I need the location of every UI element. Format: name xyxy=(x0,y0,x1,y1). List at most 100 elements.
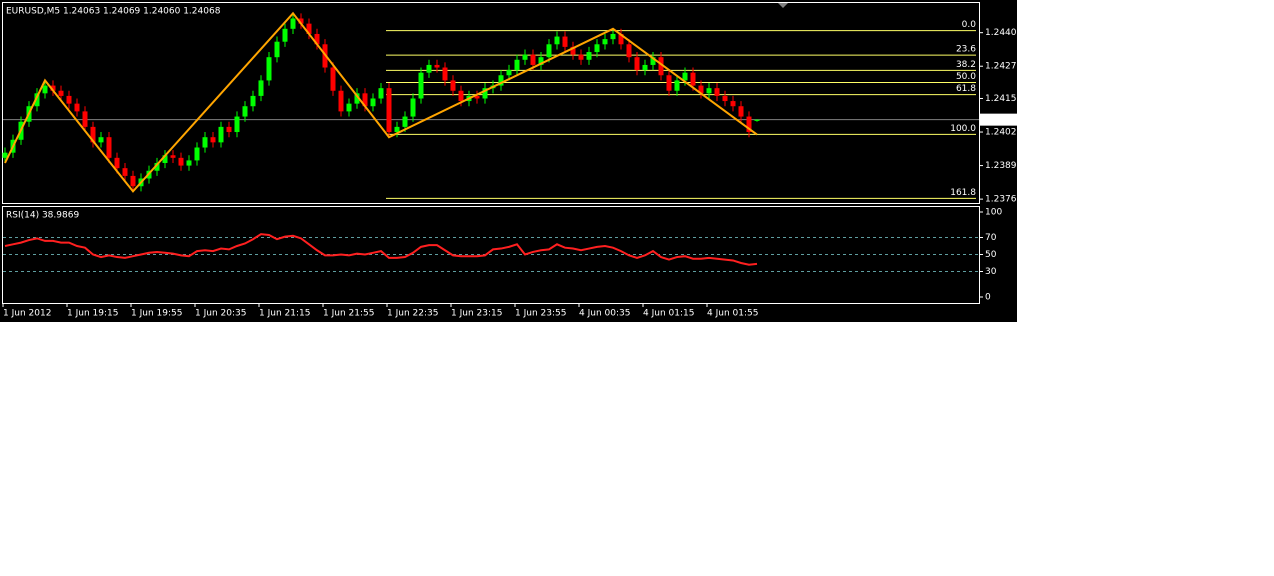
candle-body xyxy=(194,147,200,161)
rsi-title: RSI(14) 38.9869 xyxy=(6,211,79,221)
candle-body xyxy=(266,57,272,81)
y-tick-label: 30 xyxy=(985,267,997,277)
candle-body xyxy=(74,103,80,112)
candle-body xyxy=(538,57,544,65)
rsi-line xyxy=(4,233,758,266)
candle-body xyxy=(402,116,408,127)
candle-body xyxy=(754,119,760,121)
candle-body xyxy=(82,111,88,127)
candle-body xyxy=(458,90,464,102)
candle-body xyxy=(130,175,136,187)
candle-body xyxy=(482,88,488,99)
candle-body xyxy=(578,54,584,60)
candle-body xyxy=(418,72,424,99)
x-tick-label: 1 Jun 20:35 xyxy=(195,309,246,319)
x-tick-label: 1 Jun 22:35 xyxy=(387,309,438,319)
candle-body xyxy=(290,18,296,29)
candle-body xyxy=(474,95,480,99)
candle-body xyxy=(618,33,624,45)
chart-title: EURUSD,M5 1.24063 1.24069 1.24060 1.2406… xyxy=(6,7,221,17)
background xyxy=(0,0,1017,322)
candle-body xyxy=(650,57,656,65)
candle-body xyxy=(338,90,344,112)
fib-label: 100.0 xyxy=(950,124,976,134)
candle-body xyxy=(634,57,640,71)
candle-body xyxy=(410,98,416,117)
candle-body xyxy=(274,41,280,58)
candle-body xyxy=(562,36,568,47)
candle-body xyxy=(314,33,320,45)
zigzag xyxy=(4,11,758,193)
candle-body xyxy=(594,44,600,53)
x-tick-label: 1 Jun 2012 xyxy=(3,309,51,319)
candle-body xyxy=(690,72,696,86)
candle-body xyxy=(386,88,392,133)
candle-body xyxy=(50,85,56,91)
x-tick-label: 1 Jun 21:55 xyxy=(323,309,374,319)
candle-body xyxy=(66,95,72,104)
candle-body xyxy=(170,155,176,158)
current-price-box xyxy=(980,113,1017,126)
candle-body xyxy=(114,157,120,169)
y-tick-label: 1.24275 xyxy=(985,62,1017,72)
candle-body xyxy=(706,88,712,94)
candle-body xyxy=(58,90,64,96)
candle-body xyxy=(714,88,720,96)
candle-body xyxy=(162,155,168,163)
candle-body xyxy=(242,106,248,117)
candle-body xyxy=(746,116,752,133)
candle-body xyxy=(98,137,104,143)
candle-body xyxy=(610,33,616,40)
chart: EURUSD,M5 1.24063 1.24069 1.24060 1.2406… xyxy=(0,0,1017,322)
candle-body xyxy=(426,64,432,73)
x-tick-label: 1 Jun 21:15 xyxy=(259,309,310,319)
candle-body xyxy=(2,152,8,158)
candle-body xyxy=(298,18,304,24)
candle-body xyxy=(378,88,384,99)
x-tick-label: 4 Jun 01:55 xyxy=(707,309,758,319)
candle-body xyxy=(106,137,112,158)
fib-label: 38.2 xyxy=(956,60,976,70)
candle-body xyxy=(722,95,728,102)
y-tick-label: 1.23890 xyxy=(985,161,1017,171)
candle-body xyxy=(642,64,648,71)
candle-body xyxy=(282,28,288,42)
fib-label: 161.8 xyxy=(950,188,976,198)
candle-body xyxy=(506,70,512,76)
candle-body xyxy=(522,54,528,60)
y-tick-label: 1.24020 xyxy=(985,128,1017,138)
fib-label: 50.0 xyxy=(956,72,976,82)
y-tick-label: 1.24150 xyxy=(985,94,1017,104)
candle-body xyxy=(658,57,664,76)
candle-body xyxy=(498,75,504,86)
candle-body xyxy=(250,95,256,107)
candle-body xyxy=(330,67,336,91)
candle-body xyxy=(554,36,560,45)
y-tick-label: 0 xyxy=(985,293,991,303)
y-tick-label: 70 xyxy=(985,233,997,243)
y-tick-label: 100 xyxy=(985,208,1002,218)
shift-marker xyxy=(778,3,788,8)
candle-body xyxy=(738,106,744,117)
x-tick-label: 4 Jun 01:15 xyxy=(643,309,694,319)
candle-body xyxy=(674,80,680,91)
candle-body xyxy=(698,85,704,94)
x-tick-label: 1 Jun 19:15 xyxy=(67,309,118,319)
price-pane xyxy=(2,2,980,204)
x-tick-label: 1 Jun 23:55 xyxy=(515,309,566,319)
candle-body xyxy=(218,126,224,143)
x-tick-label: 4 Jun 00:35 xyxy=(579,309,630,319)
candle-body xyxy=(530,54,536,65)
candle-body xyxy=(442,67,448,81)
x-tick-label: 1 Jun 23:15 xyxy=(451,309,502,319)
candle-body xyxy=(178,157,184,166)
current-price-label: 1.24068 xyxy=(982,115,1017,125)
candle-body xyxy=(346,103,352,112)
candle-body xyxy=(210,137,216,143)
candle-body xyxy=(354,93,360,104)
candle-body xyxy=(226,126,232,133)
y-tick-label: 1.24405 xyxy=(985,28,1017,38)
candle-body xyxy=(450,80,456,91)
